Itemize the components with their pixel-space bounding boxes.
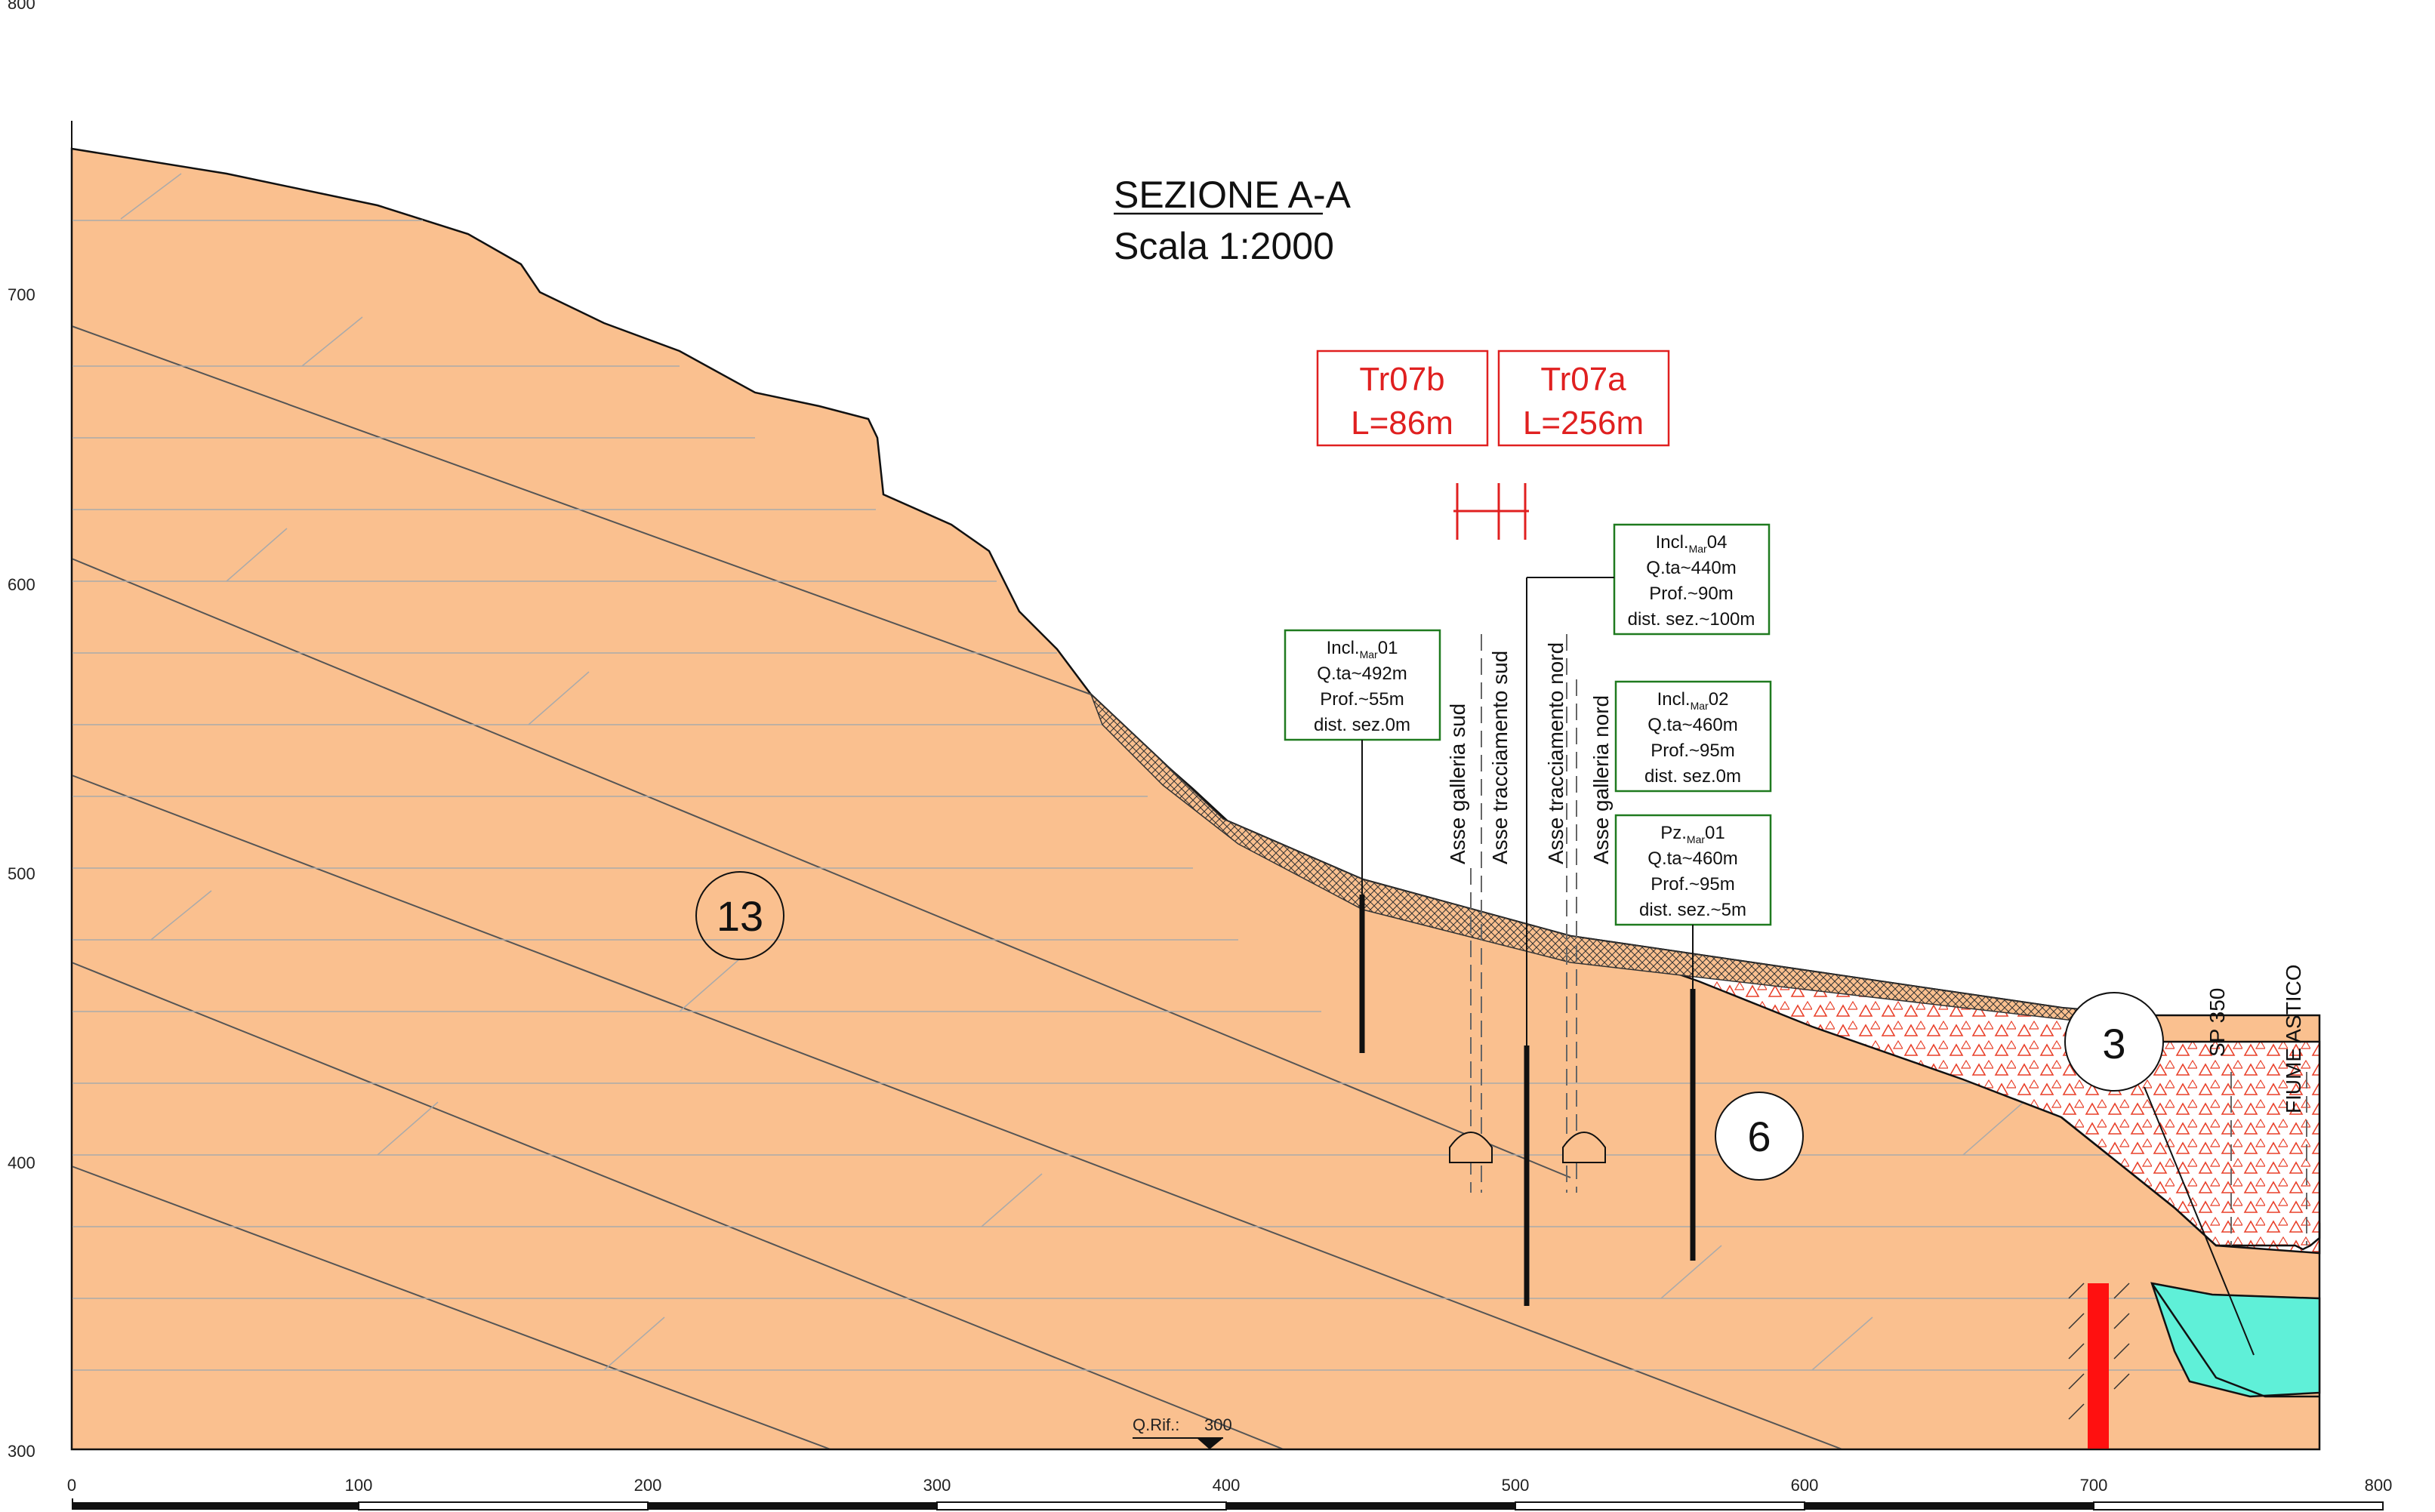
tunnel-name: Tr07a bbox=[1540, 361, 1626, 398]
svg-text:dist. sez.0m: dist. sez.0m bbox=[1644, 766, 1741, 787]
tunnel-sections bbox=[1449, 1132, 1606, 1163]
svg-text:Incl.Mar02: Incl.Mar02 bbox=[1657, 689, 1729, 712]
reference-label: Q.Rif.: bbox=[1133, 1415, 1179, 1434]
x-tick-label: 600 bbox=[1791, 1476, 1819, 1495]
y-tick-label: 500 bbox=[8, 864, 35, 883]
x-tick-label: 400 bbox=[1213, 1476, 1241, 1495]
svg-text:Incl.Mar04: Incl.Mar04 bbox=[1656, 532, 1728, 555]
unit-6-marker: 6 bbox=[1715, 1092, 1804, 1181]
tunnel-name: Tr07b bbox=[1359, 361, 1444, 398]
svg-text:Q.ta~492m: Q.ta~492m bbox=[1317, 664, 1407, 684]
unit-3-marker: 3 bbox=[2064, 992, 2255, 1356]
svg-text:Incl.Mar01: Incl.Mar01 bbox=[1327, 638, 1398, 661]
svg-text:Q.ta~440m: Q.ta~440m bbox=[1646, 558, 1736, 578]
y-axis-ticks: 800 700 600 500 400 300 bbox=[8, 0, 35, 1461]
borehole-shafts bbox=[1359, 577, 1696, 1306]
sheet-pile-hatch bbox=[2068, 1283, 2130, 1420]
svg-text:Prof.~90m: Prof.~90m bbox=[1649, 584, 1733, 604]
svg-text:6: 6 bbox=[1747, 1113, 1771, 1160]
reference-value: 300 bbox=[1204, 1415, 1232, 1434]
svg-text:Prof.~95m: Prof.~95m bbox=[1651, 874, 1734, 895]
svg-text:Q.ta~460m: Q.ta~460m bbox=[1647, 715, 1737, 735]
unit-13-marker: 13 bbox=[695, 871, 784, 960]
svg-text:Q.ta~460m: Q.ta~460m bbox=[1647, 848, 1737, 869]
y-tick-label: 800 bbox=[8, 0, 35, 13]
svg-text:dist. sez.~5m: dist. sez.~5m bbox=[1639, 900, 1746, 920]
svg-text:3: 3 bbox=[2102, 1020, 2125, 1067]
title-block: SEZIONE A-A Scala 1:2000 bbox=[1114, 174, 1352, 267]
tunnel-marker-symbol bbox=[1453, 483, 1529, 540]
svg-text:13: 13 bbox=[717, 892, 763, 940]
borehole-incl02: Incl.Mar02 Q.ta~460m Prof.~95m dist. sez… bbox=[1614, 680, 1772, 793]
tunnel-length: L=256m bbox=[1523, 405, 1644, 442]
axis-tracciamento-sud-label: Asse tracciamento sud bbox=[1488, 651, 1512, 864]
y-tick-label: 300 bbox=[8, 1442, 35, 1461]
x-tick-label: 700 bbox=[2080, 1476, 2108, 1495]
y-tick-label: 400 bbox=[8, 1153, 35, 1172]
drawing-scale: Scala 1:2000 bbox=[1114, 225, 1334, 267]
svg-text:dist. sez.~100m: dist. sez.~100m bbox=[1628, 609, 1755, 630]
x-tick-label: 0 bbox=[67, 1476, 76, 1495]
svg-text:dist. sez.0m: dist. sez.0m bbox=[1314, 715, 1410, 735]
x-tick-label: 500 bbox=[1502, 1476, 1530, 1495]
svg-text:Prof.~55m: Prof.~55m bbox=[1320, 689, 1404, 710]
drawing-title: SEZIONE A-A bbox=[1114, 174, 1352, 216]
axis-labels: Asse galleria sud Asse tracciamento sud … bbox=[1446, 642, 2305, 1113]
river-bank bbox=[2150, 1283, 2319, 1398]
axis-galleria-nord-label: Asse galleria nord bbox=[1589, 695, 1613, 864]
tunnel-length: L=86m bbox=[1351, 405, 1453, 442]
svg-text:Pz.Mar01: Pz.Mar01 bbox=[1660, 823, 1725, 845]
borehole-incl04: Incl.Mar04 Q.ta~440m Prof.~90m dist. sez… bbox=[1613, 523, 1771, 636]
tunnel-label-tr07b: Tr07b L=86m bbox=[1316, 350, 1489, 447]
scale-bar bbox=[72, 1498, 2384, 1510]
x-axis-ticks: 0 100 200 300 400 500 600 700 800 bbox=[67, 1476, 2392, 1495]
y-tick-label: 600 bbox=[8, 575, 35, 594]
borehole-incl01: Incl.Mar01 Q.ta~492m Prof.~55m dist. sez… bbox=[1284, 629, 1441, 741]
x-tick-label: 200 bbox=[634, 1476, 662, 1495]
borehole-pz01: Pz.Mar01 Q.ta~460m Prof.~95m dist. sez.~… bbox=[1614, 814, 1772, 926]
axis-galleria-sud-label: Asse galleria sud bbox=[1446, 704, 1469, 864]
tunnel-label-tr07a: Tr07a L=256m bbox=[1497, 350, 1670, 447]
ground-surface-right bbox=[2061, 1116, 2321, 1251]
y-tick-label: 700 bbox=[8, 285, 35, 304]
sp350-label: SP 350 bbox=[2205, 988, 2229, 1057]
fiume-astico-label: FIUME ASTICO bbox=[2282, 964, 2305, 1113]
x-tick-label: 800 bbox=[2365, 1476, 2393, 1495]
axis-tracciamento-nord-label: Asse tracciamento nord bbox=[1544, 642, 1567, 864]
x-tick-label: 100 bbox=[345, 1476, 373, 1495]
x-tick-label: 300 bbox=[923, 1476, 951, 1495]
stratification-lines bbox=[72, 173, 2319, 1371]
reference-level: Q.Rif.: 300 bbox=[1133, 1415, 1232, 1449]
sheet-pile bbox=[2088, 1283, 2109, 1449]
svg-text:Prof.~95m: Prof.~95m bbox=[1651, 741, 1734, 761]
